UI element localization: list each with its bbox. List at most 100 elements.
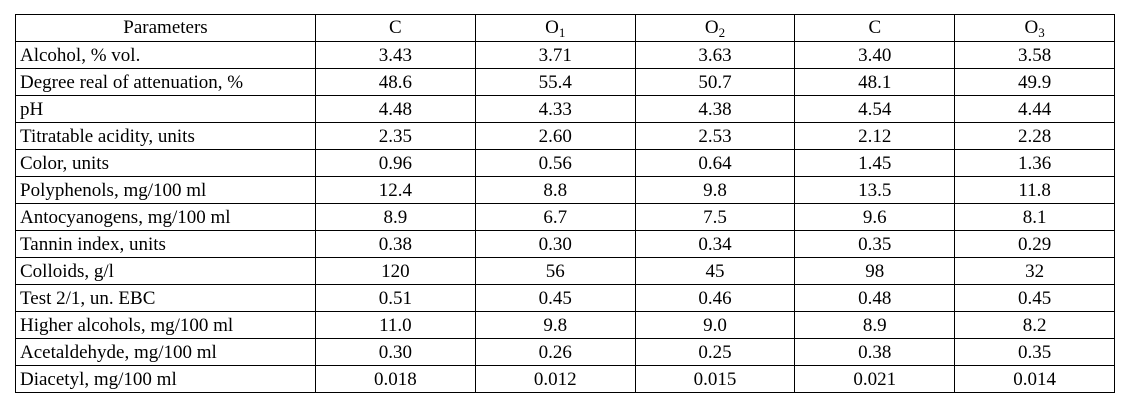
value-cell: 0.014 xyxy=(954,365,1115,393)
value-cell: 98 xyxy=(794,257,956,285)
value-cell: 3.71 xyxy=(474,41,636,69)
parameter-name-cell: Color, units xyxy=(15,149,316,177)
table-row: Colloids, g/l 120 56 45 98 32 xyxy=(15,257,1115,285)
value-cell: 3.58 xyxy=(954,41,1115,69)
header-c-2: C xyxy=(794,14,956,42)
table-row: Titratable acidity, units 2.35 2.60 2.53 2.1… xyxy=(15,122,1115,150)
value-cell: 49.9 xyxy=(954,68,1115,96)
value-cell: 56 xyxy=(474,257,636,285)
value-cell: 8.2 xyxy=(954,311,1115,339)
header-c-1: C xyxy=(315,14,476,42)
table-row: Polyphenols, mg/100 ml 12.4 8.8 9.8 13.5 11.8 xyxy=(15,176,1115,204)
table-row: Acetaldehyde, mg/100 ml 0.30 0.26 0.25 0.38 0… xyxy=(15,338,1115,366)
parameter-name-cell: Test 2/1, un. EBC xyxy=(15,284,316,312)
parameter-name-cell: Alcohol, % vol. xyxy=(15,41,316,69)
value-cell: 0.30 xyxy=(315,338,476,366)
value-cell: 13.5 xyxy=(794,176,956,204)
value-cell: 0.29 xyxy=(954,230,1115,258)
value-cell: 0.45 xyxy=(474,284,636,312)
value-cell: 4.38 xyxy=(634,95,796,123)
value-cell: 2.28 xyxy=(954,122,1115,150)
value-cell: 2.12 xyxy=(794,122,956,150)
table-row: Diacetyl, mg/100 ml 0.018 0.012 0.015 0.021 0… xyxy=(15,365,1115,393)
parameter-name-cell: Degree real of attenuation, % xyxy=(15,68,316,96)
parameter-name-cell: Titratable acidity, units xyxy=(15,122,316,150)
value-cell: 0.96 xyxy=(315,149,476,177)
value-cell: 2.53 xyxy=(634,122,796,150)
parameter-name-cell: Higher alcohols, mg/100 ml xyxy=(15,311,316,339)
parameters-table: Parameters C O1 O2 C O3 Alcohol, % vol. 3… xyxy=(15,14,1115,393)
value-cell: 3.43 xyxy=(315,41,476,69)
parameter-name-cell: Colloids, g/l xyxy=(15,257,316,285)
value-cell: 0.64 xyxy=(634,149,796,177)
value-cell: 0.51 xyxy=(315,284,476,312)
value-cell: 0.56 xyxy=(474,149,636,177)
value-cell: 48.1 xyxy=(794,68,956,96)
value-cell: 8.9 xyxy=(315,203,476,231)
value-cell: 11.0 xyxy=(315,311,476,339)
parameter-name-cell: Polyphenols, mg/100 ml xyxy=(15,176,316,204)
value-cell: 9.0 xyxy=(634,311,796,339)
value-cell: 4.54 xyxy=(794,95,956,123)
value-cell: 11.8 xyxy=(954,176,1115,204)
value-cell: 4.44 xyxy=(954,95,1115,123)
value-cell: 48.6 xyxy=(315,68,476,96)
value-cell: 2.60 xyxy=(474,122,636,150)
value-cell: 50.7 xyxy=(634,68,796,96)
value-cell: 0.38 xyxy=(794,338,956,366)
parameter-name-cell: Acetaldehyde, mg/100 ml xyxy=(15,338,316,366)
value-cell: 0.35 xyxy=(794,230,956,258)
value-cell: 120 xyxy=(315,257,476,285)
value-cell: 45 xyxy=(634,257,796,285)
table-row: Alcohol, % vol. 3.43 3.71 3.63 3.40 3.58 xyxy=(15,41,1115,69)
header-o3: O3 xyxy=(954,14,1115,42)
value-cell: 4.48 xyxy=(315,95,476,123)
value-cell: 7.5 xyxy=(634,203,796,231)
value-cell: 0.015 xyxy=(634,365,796,393)
value-cell: 8.8 xyxy=(474,176,636,204)
table-row: Degree real of attenuation, % 48.6 55.4 50.… xyxy=(15,68,1115,96)
table-row: Higher alcohols, mg/100 ml 11.0 9.8 9.0 8.9 8… xyxy=(15,311,1115,339)
value-cell: 0.021 xyxy=(794,365,956,393)
value-cell: 55.4 xyxy=(474,68,636,96)
value-cell: 3.40 xyxy=(794,41,956,69)
header-o2: O2 xyxy=(634,14,796,42)
parameter-name-cell: Diacetyl, mg/100 ml xyxy=(15,365,316,393)
value-cell: 0.018 xyxy=(315,365,476,393)
value-cell: 0.25 xyxy=(634,338,796,366)
value-cell: 32 xyxy=(954,257,1115,285)
value-cell: 0.30 xyxy=(474,230,636,258)
value-cell: 0.46 xyxy=(634,284,796,312)
value-cell: 0.45 xyxy=(954,284,1115,312)
value-cell: 2.35 xyxy=(315,122,476,150)
table-row: Tannin index, units 0.38 0.30 0.34 0.35 0.29 xyxy=(15,230,1115,258)
value-cell: 0.48 xyxy=(794,284,956,312)
value-cell: 0.34 xyxy=(634,230,796,258)
table-row: Test 2/1, un. EBC 0.51 0.45 0.46 0.48 0.45 xyxy=(15,284,1115,312)
value-cell: 1.36 xyxy=(954,149,1115,177)
table-row: Antocyanogens, mg/100 ml 8.9 6.7 7.5 9.6 8.1 xyxy=(15,203,1115,231)
parameter-name-cell: Tannin index, units xyxy=(15,230,316,258)
parameter-name-cell: pH xyxy=(15,95,316,123)
header-row: Parameters C O1 O2 C O3 xyxy=(15,14,1115,42)
value-cell: 1.45 xyxy=(794,149,956,177)
value-cell: 0.012 xyxy=(474,365,636,393)
value-cell: 12.4 xyxy=(315,176,476,204)
value-cell: 0.35 xyxy=(954,338,1115,366)
value-cell: 9.6 xyxy=(794,203,956,231)
header-o1: O1 xyxy=(474,14,636,42)
value-cell: 8.9 xyxy=(794,311,956,339)
table-row: Color, units 0.96 0.56 0.64 1.45 1.36 xyxy=(15,149,1115,177)
value-cell: 0.38 xyxy=(315,230,476,258)
value-cell: 4.33 xyxy=(474,95,636,123)
value-cell: 0.26 xyxy=(474,338,636,366)
parameter-name-cell: Antocyanogens, mg/100 ml xyxy=(15,203,316,231)
value-cell: 8.1 xyxy=(954,203,1115,231)
value-cell: 9.8 xyxy=(474,311,636,339)
value-cell: 3.63 xyxy=(634,41,796,69)
header-parameters: Parameters xyxy=(15,14,316,42)
table-body: Alcohol, % vol. 3.43 3.71 3.63 3.40 3.58 Degre… xyxy=(15,41,1115,393)
value-cell: 6.7 xyxy=(474,203,636,231)
value-cell: 9.8 xyxy=(634,176,796,204)
table-row: pH 4.48 4.33 4.38 4.54 4.44 xyxy=(15,95,1115,123)
